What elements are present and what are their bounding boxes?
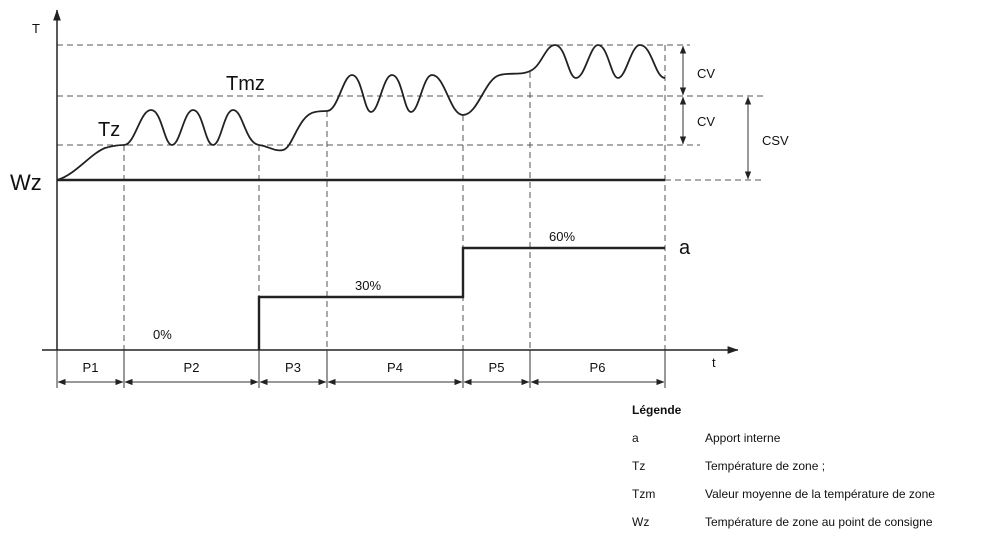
legend-symbol: Tzm [632, 487, 655, 501]
x-axis-label: t [712, 355, 716, 370]
gain-label-60: 60% [549, 229, 575, 244]
legend-description: Apport interne [705, 431, 781, 445]
tmz-label: Tmz [226, 73, 265, 95]
legend-description: Température de zone au point de consigne [705, 515, 933, 529]
period-label-p1: P1 [83, 360, 99, 375]
cv-upper-label: CV [697, 66, 715, 81]
legend-description: Température de zone ; [705, 459, 825, 473]
wz-label: Wz [10, 170, 42, 195]
period-label-p3: P3 [285, 360, 301, 375]
period-label-p2: P2 [184, 360, 200, 375]
period-label-p6: P6 [590, 360, 606, 375]
tz-label: Tz [98, 119, 120, 141]
legend-description: Valeur moyenne de la température de zone [705, 487, 935, 501]
a-label: a [679, 237, 691, 259]
internal-gain-step-line [257, 246, 665, 350]
y-axis-label: T [32, 21, 40, 36]
gain-label-0: 0% [153, 327, 172, 342]
legend-title: Légende [632, 403, 682, 417]
zone-temperature-curve [56, 44, 666, 181]
period-label-p5: P5 [489, 360, 505, 375]
cv-lower-label: CV [697, 114, 715, 129]
gain-label-30: 30% [355, 278, 381, 293]
legend-symbol: a [632, 431, 639, 445]
legend: Légende a Apport interne Tz Température … [632, 403, 935, 529]
csv-label: CSV [762, 133, 789, 148]
legend-symbol: Wz [632, 515, 649, 529]
period-label-p4: P4 [387, 360, 403, 375]
legend-symbol: Tz [632, 459, 645, 473]
